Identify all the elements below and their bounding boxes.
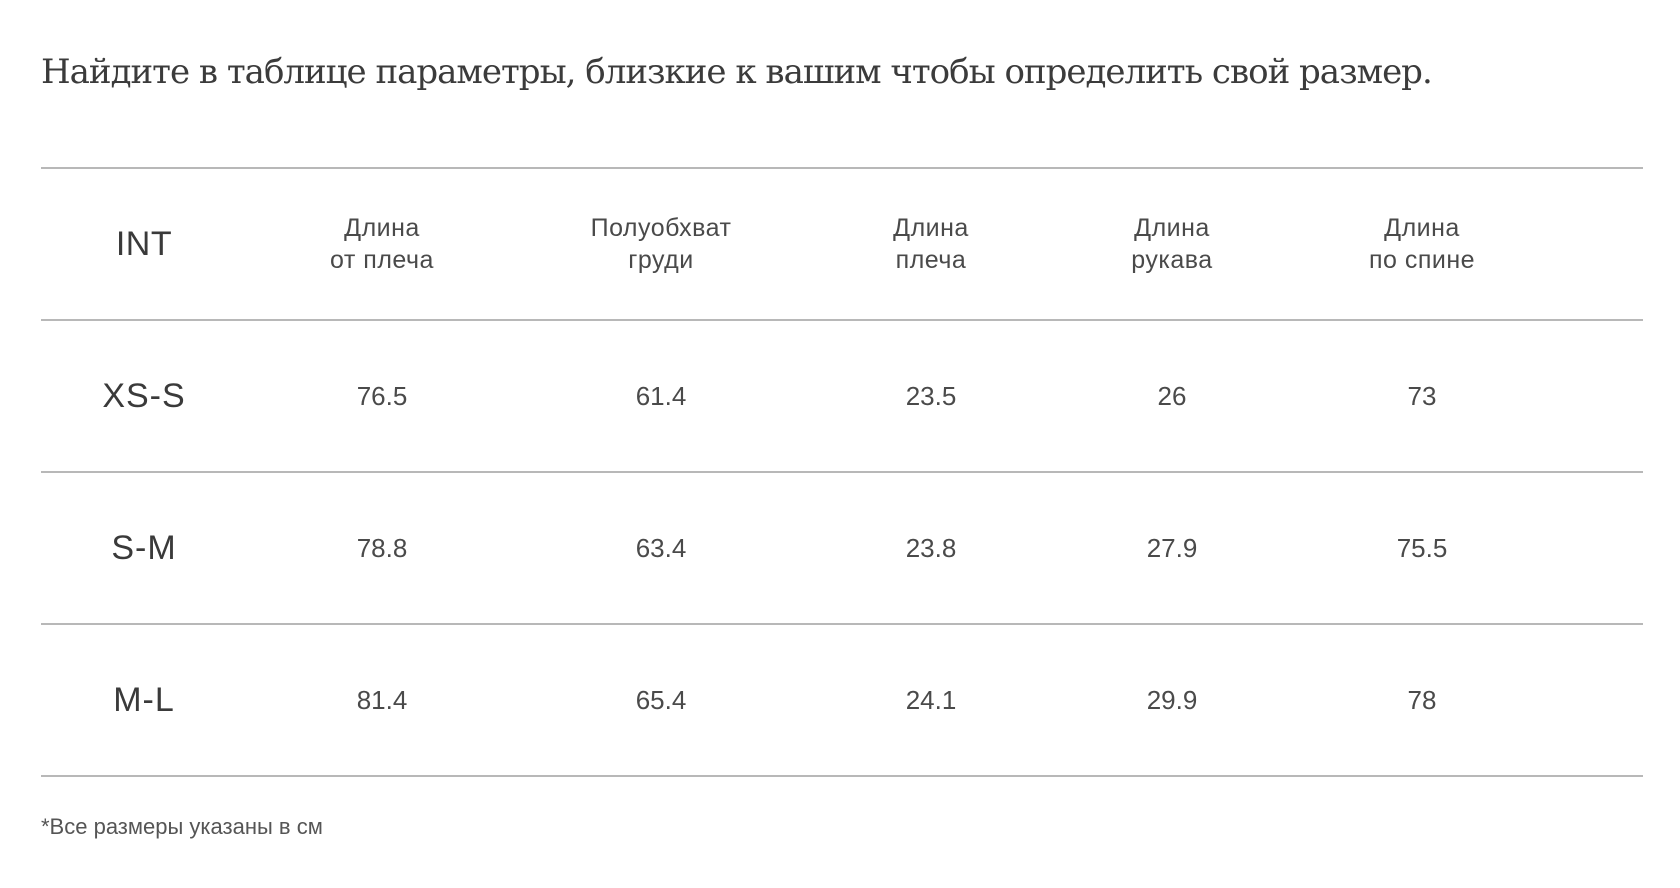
header-line: Длина bbox=[1134, 214, 1210, 242]
table-row: S-M 78.8 63.4 23.8 27.9 75.5 bbox=[41, 473, 1643, 625]
size-cell: S-M bbox=[111, 528, 177, 567]
header-sleeve-length: Длина рукава bbox=[1072, 169, 1272, 319]
table-cell: 78.8 bbox=[356, 532, 408, 563]
intro-text: Найдите в таблице параметры, близкие к в… bbox=[41, 52, 1433, 92]
table-row: M-L 81.4 65.4 24.1 29.9 78 bbox=[41, 625, 1643, 777]
table-cell: 78 bbox=[1407, 684, 1437, 715]
header-line: Длина bbox=[1384, 214, 1460, 242]
size-cell: M-L bbox=[113, 680, 175, 719]
size-cell: XS-S bbox=[102, 376, 186, 415]
header-line: груди bbox=[628, 246, 694, 274]
table-cell: 75.5 bbox=[1396, 532, 1448, 563]
units-note: *Все размеры указаны в см bbox=[41, 814, 323, 839]
header-line: Полуобхват bbox=[590, 214, 732, 242]
table-cell: 26 bbox=[1157, 380, 1187, 411]
header-line: плеча bbox=[895, 246, 967, 274]
size-table: INT Длина от плеча Полуобхват груди Длин… bbox=[41, 167, 1643, 777]
table-cell: 63.4 bbox=[635, 532, 687, 563]
table-row: XS-S 76.5 61.4 23.5 26 73 bbox=[41, 321, 1643, 473]
table-cell: 29.9 bbox=[1146, 684, 1198, 715]
table-cell: 23.5 bbox=[905, 380, 957, 411]
header-line: Длина bbox=[893, 214, 969, 242]
table-cell: 65.4 bbox=[635, 684, 687, 715]
table-cell: 24.1 bbox=[905, 684, 957, 715]
table-cell: 23.8 bbox=[905, 532, 957, 563]
table-header-row: INT Длина от плеча Полуобхват груди Длин… bbox=[41, 169, 1643, 321]
table-cell: 81.4 bbox=[356, 684, 408, 715]
header-shoulder-length: Длина плеча bbox=[831, 169, 1031, 319]
table-cell: 27.9 bbox=[1146, 532, 1198, 563]
table-cell: 73 bbox=[1407, 380, 1437, 411]
header-line: по спине bbox=[1368, 246, 1476, 274]
header-line: рукава bbox=[1131, 246, 1213, 274]
header-length-from-shoulder: Длина от плеча bbox=[272, 169, 492, 319]
table-cell: 76.5 bbox=[356, 380, 408, 411]
header-line: от плеча bbox=[330, 246, 434, 274]
header-half-chest: Полуобхват груди bbox=[541, 169, 781, 319]
header-int: INT bbox=[115, 225, 173, 263]
header-line: Длина bbox=[344, 214, 420, 242]
header-back-length: Длина по спине bbox=[1312, 169, 1532, 319]
table-cell: 61.4 bbox=[635, 380, 687, 411]
